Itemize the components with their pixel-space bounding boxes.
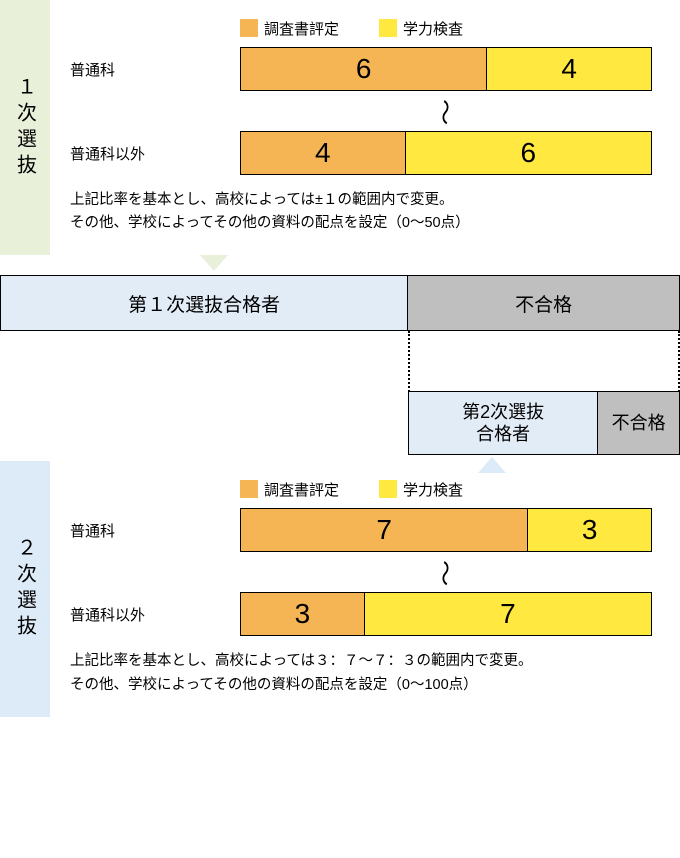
swatch-orange-2-icon [240,480,258,498]
swatch-yellow-icon [379,19,397,37]
fail1-seg: 不合格 [407,276,679,330]
stage1-row1-bar: 4 6 [240,131,652,175]
stage1-note: 上記比率を基本とし、高校によっては±１の範囲内で変更。 その他、学校によってその… [70,189,652,235]
legend-1: 調査書評定 学力検査 [240,18,652,39]
legend-orange-label: 調査書評定 [264,21,339,38]
legend-orange-2-label: 調査書評定 [264,482,339,499]
stage-1-label: １次選抜 [0,0,50,255]
tilde-2: 〜 [430,560,462,584]
dotted-left [408,331,410,395]
pass2-label: 第2次選抜 合格者 [462,401,544,446]
legend-orange-2: 調査書評定 [240,479,339,500]
stage1-row0-orange: 6 [241,48,486,90]
fail1-label: 不合格 [515,290,572,317]
stage2-row0-orange-val: 7 [376,514,392,546]
swatch-orange-icon [240,19,258,37]
stage2-row1-orange: 3 [241,593,364,635]
stage2-row1-yellow: 7 [364,593,651,635]
legend-orange: 調査書評定 [240,18,339,39]
pass2-seg: 第2次選抜 合格者 [409,392,597,454]
pass1-label: 第１次選抜合格者 [128,290,280,317]
stage1-row0-label: 普通科 [70,59,240,80]
fail2-label: 不合格 [612,412,666,435]
fail2-seg: 不合格 [597,392,679,454]
stage1-row-1: 普通科以外 4 6 [70,131,652,175]
stage1-row0-yellow-val: 4 [561,53,577,85]
stage-2: ２次選抜 調査書評定 学力検査 普通科 7 3 〜 普通科以外 3 7 [0,461,680,716]
stage2-row1-bar: 3 7 [240,592,652,636]
stage1-row0-yellow: 4 [486,48,651,90]
stage2-row-0: 普通科 7 3 [70,508,652,552]
stage2-row1-orange-val: 3 [295,598,311,630]
stage1-row1-orange: 4 [241,132,405,174]
stage-2-label: ２次選抜 [0,461,50,716]
stage2-row0-label: 普通科 [70,520,240,541]
result-bar-1: 第１次選抜合格者 不合格 [0,275,680,331]
stage1-row0-bar: 6 4 [240,47,652,91]
stage2-row0-orange: 7 [241,509,527,551]
stage2-note: 上記比率を基本とし、高校によっては３：７～７：３の範囲内で変更。 その他、学校に… [70,650,652,696]
stage1-row-0: 普通科 6 4 [70,47,652,91]
swatch-yellow-2-icon [379,480,397,498]
stage2-row1-label: 普通科以外 [70,604,240,625]
stage1-row1-yellow: 6 [405,132,651,174]
stage1-row1-yellow-val: 6 [521,137,537,169]
stage-1-body: 調査書評定 学力検査 普通科 6 4 〜 普通科以外 4 6 上記比率を基本とし… [50,0,680,255]
legend-yellow-2: 学力検査 [379,479,463,500]
stage1-row1-orange-val: 4 [315,137,331,169]
legend-2: 調査書評定 学力検査 [240,479,652,500]
stage1-row0-orange-val: 6 [356,53,372,85]
legend-yellow: 学力検査 [379,18,463,39]
flow-section: 第１次選抜合格者 不合格 第2次選抜 合格者 不合格 [0,255,680,477]
stage2-row1-yellow-val: 7 [500,598,516,630]
stage-1: １次選抜 調査書評定 学力検査 普通科 6 4 〜 普通科以外 4 6 [0,0,680,255]
stage-2-body: 調査書評定 学力検査 普通科 7 3 〜 普通科以外 3 7 上記比率を基本とし… [50,461,680,716]
stage1-row1-label: 普通科以外 [70,143,240,164]
stage2-row0-yellow: 3 [527,509,651,551]
legend-yellow-label: 学力検査 [403,21,463,38]
legend-yellow-2-label: 学力検査 [403,482,463,499]
arrow-down-1-icon [200,255,228,271]
stage2-row0-bar: 7 3 [240,508,652,552]
stage2-row-1: 普通科以外 3 7 [70,592,652,636]
result-bar-2: 第2次選抜 合格者 不合格 [408,391,680,455]
stage2-row0-yellow-val: 3 [582,514,598,546]
pass1-seg: 第１次選抜合格者 [1,276,407,330]
tilde-1: 〜 [430,99,462,123]
